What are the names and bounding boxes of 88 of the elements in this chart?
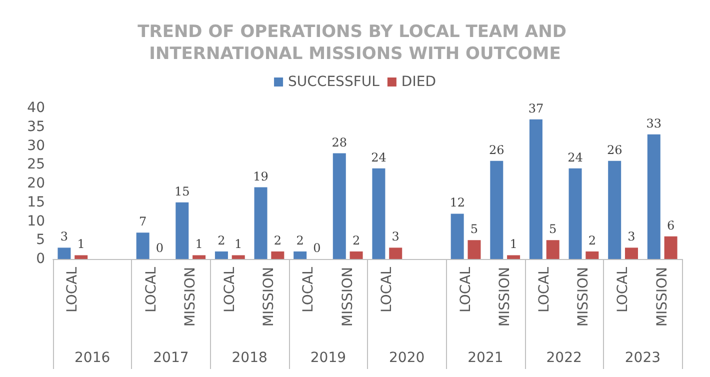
- text: 2022: [546, 350, 582, 366]
- data-label: 24: [371, 150, 387, 164]
- bar: [136, 232, 150, 259]
- bar: [271, 251, 284, 259]
- legend-label: SUCCESSFUL: [288, 74, 380, 90]
- data-label: 28: [332, 135, 348, 150]
- x-tick-label: MISSION: [340, 267, 356, 327]
- bar: [74, 255, 88, 259]
- x-tick-label: LOCAL: [536, 266, 552, 312]
- x-tick-label: MISSION: [576, 267, 592, 327]
- x-tick-label: LOCAL: [379, 266, 396, 312]
- bar: [192, 255, 206, 259]
- data-label: 3: [392, 230, 400, 244]
- y-tick-label: 30: [27, 138, 45, 154]
- data-label: 2: [296, 233, 304, 248]
- bar: [294, 251, 307, 259]
- bar: [507, 255, 520, 259]
- text: 2020: [388, 350, 425, 366]
- y-tick-label: 35: [27, 118, 45, 135]
- text: 2016: [74, 350, 110, 366]
- data-label: 1: [77, 237, 85, 252]
- text: 2017: [153, 350, 189, 366]
- bar: [332, 153, 346, 259]
- x-tick-label: LOCAL: [222, 266, 238, 312]
- data-label: 37: [528, 101, 544, 116]
- bar: [214, 251, 228, 259]
- bar: [372, 168, 386, 259]
- x-tick-label: MISSION: [182, 267, 199, 327]
- data-label: 2: [274, 233, 282, 248]
- bar: [350, 251, 363, 259]
- bar: [546, 240, 560, 259]
- data-label: 15: [174, 184, 190, 198]
- data-label: 33: [646, 116, 662, 130]
- bar: [624, 248, 638, 259]
- x-tick-label: LOCAL: [458, 266, 474, 312]
- bar: [176, 202, 189, 259]
- bar: [664, 236, 678, 259]
- data-label: 5: [470, 222, 478, 236]
- text: 2019: [310, 350, 346, 366]
- data-label: 26: [489, 142, 504, 157]
- data-label: 26: [606, 142, 622, 157]
- bar: [568, 168, 582, 259]
- y-tick-label: 20: [27, 176, 45, 192]
- data-label: 24: [568, 150, 584, 164]
- text: 2018: [232, 350, 268, 366]
- x-tick-label: LOCAL: [300, 266, 317, 312]
- y-tick-label: 0: [36, 251, 45, 267]
- x-tick-label: MISSION: [497, 267, 514, 327]
- y-tick-label: 15: [27, 194, 45, 210]
- x-tick-label: MISSION: [654, 267, 670, 327]
- data-label: 0: [313, 241, 321, 255]
- data-label: 2: [352, 233, 360, 248]
- legend-label: DIED: [401, 74, 436, 90]
- x-tick-label: MISSION: [261, 267, 278, 327]
- bar: [254, 187, 268, 259]
- y-tick-label: 5: [36, 232, 45, 248]
- data-label: 6: [666, 218, 675, 232]
- bar: [468, 240, 481, 259]
- data-label: 3: [628, 230, 636, 244]
- y-tick-label: 25: [27, 156, 45, 173]
- bar: [389, 248, 402, 259]
- bar: [490, 160, 504, 259]
- data-label: 1: [234, 237, 242, 252]
- data-label: 19: [253, 169, 268, 184]
- bar: [529, 119, 542, 259]
- bar: [608, 160, 622, 259]
- data-label: 2: [588, 233, 596, 248]
- data-label: 5: [549, 222, 557, 236]
- y-tick-label: 40: [27, 100, 45, 116]
- y-tick-label: 10: [27, 213, 45, 230]
- bar: [450, 214, 464, 259]
- text: 2023: [624, 350, 661, 366]
- data-label: 1: [195, 237, 203, 252]
- data-label: 7: [139, 214, 147, 229]
- bar: [647, 134, 660, 259]
- bar: [58, 248, 71, 259]
- chart-title: TREND OF OPERATIONS BY LOCAL TEAM AND INTERNATIONAL MISSIONS WITH OUTCOME: [138, 22, 572, 64]
- bar: [232, 255, 245, 259]
- x-tick-label: LOCAL: [143, 266, 160, 312]
- x-tick-label: LOCAL: [615, 266, 632, 312]
- data-label: 1: [510, 237, 518, 252]
- x-tick-label: LOCAL: [64, 266, 81, 312]
- data-label: 2: [218, 233, 226, 248]
- data-label: 3: [60, 230, 68, 244]
- bar: [586, 251, 599, 259]
- data-label: 0: [156, 241, 164, 255]
- data-label: 12: [450, 196, 465, 210]
- text: 2021: [468, 350, 504, 366]
